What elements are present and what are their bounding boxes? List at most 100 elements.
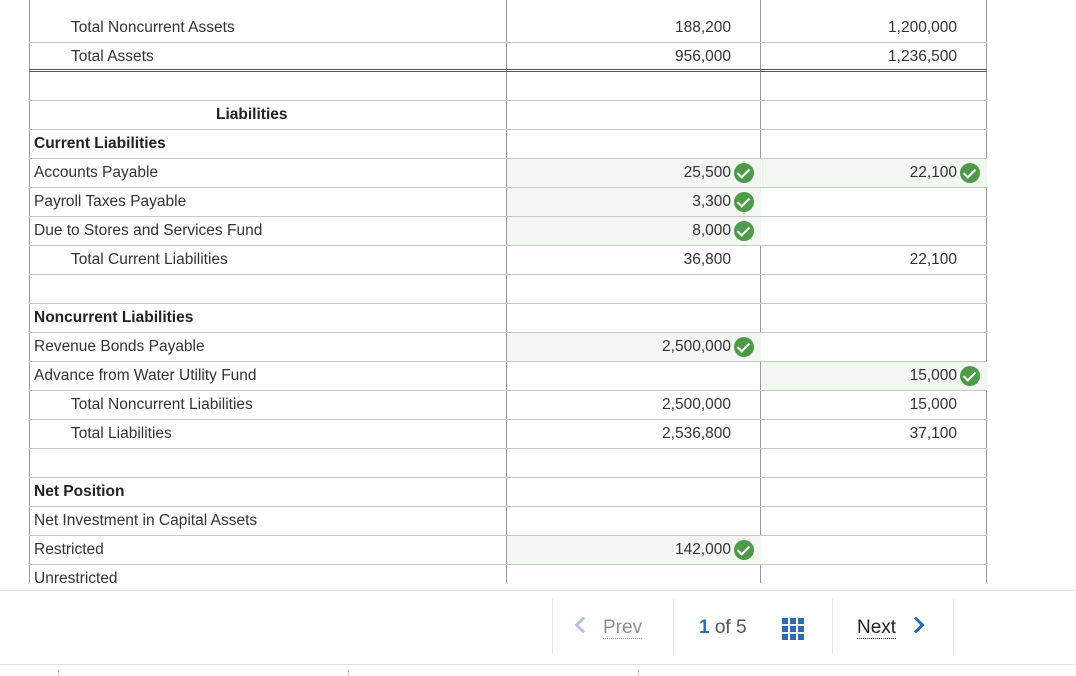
- table-row: Accounts Payable 25,500 22,100: [29, 159, 987, 188]
- next-button[interactable]: Next: [857, 616, 925, 639]
- value-cell-col1: [507, 449, 761, 477]
- check-circle-icon: [734, 540, 754, 560]
- amount-value: 15,000: [909, 396, 957, 413]
- pager-divider: [673, 599, 674, 654]
- value-cell-col2: [762, 101, 987, 129]
- chevron-left-icon: [574, 616, 592, 634]
- amount-value: 22,100: [909, 164, 957, 181]
- prev-label: Prev: [603, 617, 643, 639]
- value-cell-col1[interactable]: 8,000: [507, 217, 761, 245]
- amount-value: 2,500,000: [662, 338, 731, 355]
- table-row: Net Position: [29, 478, 987, 507]
- prev-button[interactable]: Prev: [574, 616, 643, 639]
- value-cell-col1: 956,000: [507, 43, 761, 71]
- row-label: [29, 72, 506, 100]
- value-cell-col2: [762, 333, 987, 361]
- amount-value: 36,800: [683, 251, 731, 268]
- value-cell-col2: [762, 72, 987, 100]
- amount-value: 956,000: [674, 48, 731, 65]
- table-row: Total Noncurrent Assets 188,200 1,200,000: [29, 14, 987, 43]
- value-cell-col2: 1,236,500: [762, 43, 987, 71]
- amount-value: 1,236,500: [888, 48, 957, 65]
- value-cell-col1: [507, 304, 761, 332]
- grid-icon[interactable]: [782, 618, 804, 640]
- value-cell-col1[interactable]: 2,500,000: [507, 333, 761, 361]
- pager-divider: [953, 599, 954, 654]
- column-divider: [986, 0, 987, 583]
- of-label: of: [714, 617, 731, 638]
- value-cell-col2[interactable]: 22,100: [762, 159, 987, 187]
- row-label: Total Current Liabilities: [71, 251, 228, 268]
- row-label: Due to Stores and Services Fund: [34, 222, 263, 239]
- row-label: Revenue Bonds Payable: [34, 338, 205, 355]
- column-divider: [760, 0, 761, 583]
- table-row: Noncurrent Liabilities: [29, 304, 987, 333]
- chevron-right-icon: [907, 616, 925, 634]
- table-row: Due to Stores and Services Fund 8,000: [29, 217, 987, 246]
- row-label: Net Investment in Capital Assets: [34, 512, 258, 529]
- value-cell-col2: [762, 304, 987, 332]
- value-cell-col2: [762, 507, 987, 535]
- table-row: Restricted 142,000: [29, 536, 987, 565]
- value-cell-col1[interactable]: 3,300: [507, 188, 761, 216]
- row-label: Accounts Payable: [34, 164, 159, 181]
- value-cell-col1: 2,536,800: [507, 420, 761, 448]
- value-cell-col2: 37,100: [762, 420, 987, 448]
- table-row: Net Investment in Capital Assets: [29, 507, 987, 536]
- table-row: Total Noncurrent Liabilities 2,500,000 15,…: [29, 391, 987, 420]
- amount-value: 22,100: [909, 251, 957, 268]
- row-label: [29, 275, 506, 303]
- value-cell-col2: [762, 130, 987, 158]
- row-label: Payroll Taxes Payable: [34, 193, 187, 210]
- value-cell-col1: [507, 130, 761, 158]
- value-cell-col1: [507, 362, 761, 390]
- value-cell-col1[interactable]: 142,000: [507, 536, 761, 564]
- row-label: Total Noncurrent Liabilities: [71, 396, 253, 413]
- check-circle-icon: [734, 221, 754, 241]
- amount-value: 188,200: [674, 19, 731, 36]
- value-cell-col2: [762, 275, 987, 303]
- value-cell-col1: [507, 507, 761, 535]
- value-cell-col2: [762, 478, 987, 506]
- row-label: Noncurrent Liabilities: [34, 309, 194, 326]
- column-divider: [29, 0, 30, 583]
- divider: [58, 670, 59, 676]
- amount-value: 8,000: [692, 222, 731, 239]
- balance-sheet-table: Total Noncurrent Assets 188,200 1,200,000 T…: [0, 0, 1076, 583]
- amount-value: 1,200,000: [888, 19, 957, 36]
- check-circle-icon: [960, 366, 980, 386]
- value-cell-col1: [507, 72, 761, 100]
- table-row: [29, 72, 987, 101]
- table-row: Payroll Taxes Payable 3,300: [29, 188, 987, 217]
- value-cell-col1: [507, 275, 761, 303]
- amount-value: 37,100: [909, 425, 957, 442]
- check-circle-icon: [734, 192, 754, 212]
- table-row: [29, 275, 987, 304]
- next-label: Next: [857, 617, 897, 639]
- table-row: Advance from Water Utility Fund 15,000: [29, 362, 987, 391]
- row-label: Advance from Water Utility Fund: [34, 367, 257, 384]
- row-label: Net Position: [34, 483, 125, 500]
- value-cell-col1: [507, 478, 761, 506]
- amount-value: 25,500: [683, 164, 731, 181]
- table-row: Liabilities: [29, 101, 987, 130]
- pager-divider: [832, 599, 833, 654]
- page-indicator: 1 of 5: [699, 617, 747, 639]
- row-label: [29, 449, 506, 477]
- row-label: Current Liabilities: [34, 135, 166, 152]
- value-cell-col2: 22,100: [762, 246, 987, 274]
- column-divider: [506, 0, 507, 583]
- table-row: Current Liabilities: [29, 130, 987, 159]
- divider: [348, 670, 349, 676]
- table-row: Total Liabilities 2,536,800 37,100: [29, 420, 987, 449]
- row-label: Total Liabilities: [71, 425, 172, 442]
- table-row: Total Assets 956,000 1,236,500: [29, 43, 987, 72]
- value-cell-col2[interactable]: 15,000: [762, 362, 987, 390]
- table-row: Total Current Liabilities 36,800 22,100: [29, 246, 987, 275]
- value-cell-col1[interactable]: 25,500: [507, 159, 761, 187]
- check-circle-icon: [734, 337, 754, 357]
- value-cell-col2: [762, 536, 987, 564]
- table-row: [29, 449, 987, 478]
- value-cell-col1: 188,200: [507, 14, 761, 42]
- row-label: Total Noncurrent Assets: [71, 19, 235, 36]
